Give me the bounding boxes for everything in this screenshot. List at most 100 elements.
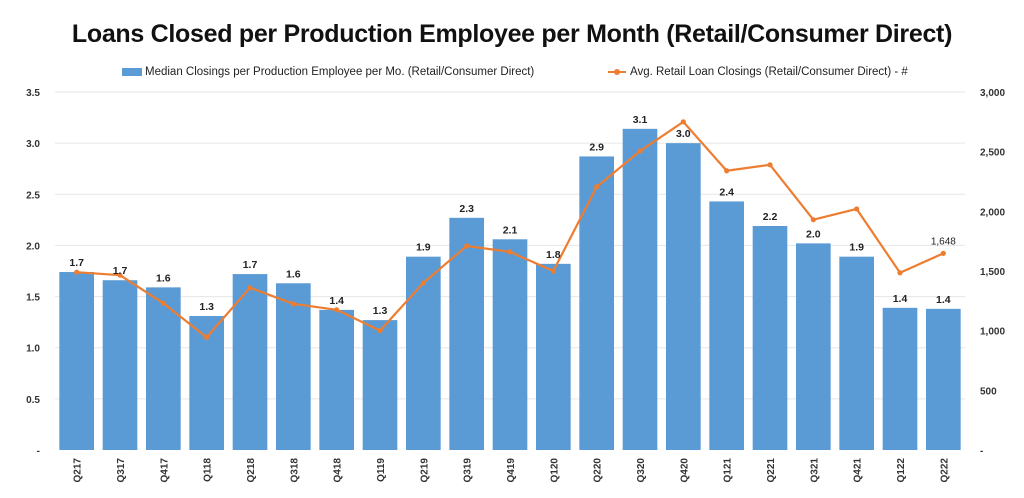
bar <box>882 307 918 450</box>
bar-value-label: 2.0 <box>806 228 821 240</box>
y2-tick-label: 2,500 <box>980 148 1005 159</box>
bar-value-label: 1.7 <box>113 265 128 277</box>
line-last-value-label: 1,648 <box>931 236 956 247</box>
line-point <box>290 301 296 307</box>
y-tick-label: 1.0 <box>26 344 40 355</box>
x-tick-label: Q222 <box>939 458 950 483</box>
y2-tick-label: - <box>980 446 983 457</box>
bar <box>59 272 94 450</box>
bar <box>406 256 441 450</box>
x-tick-label: Q420 <box>679 458 690 483</box>
bar-value-label: 1.3 <box>373 305 388 317</box>
line-point <box>550 268 556 274</box>
x-tick-label: Q318 <box>289 458 300 483</box>
x-tick-label: Q121 <box>723 458 734 483</box>
bar <box>319 309 354 450</box>
bar <box>796 243 831 450</box>
line-point <box>724 168 730 174</box>
line-point <box>117 272 123 278</box>
y-tick-label: 3.0 <box>26 139 40 150</box>
line-point <box>940 250 946 256</box>
bar-value-label: 2.2 <box>763 211 778 223</box>
x-tick-label: Q221 <box>766 458 777 483</box>
bar <box>839 256 874 450</box>
line-point <box>204 334 210 340</box>
x-tick-label: Q118 <box>203 458 214 482</box>
x-tick-label: Q120 <box>549 458 560 483</box>
line-point <box>594 184 600 190</box>
bar <box>622 128 658 450</box>
bar-value-label: 3.0 <box>676 128 691 140</box>
bar-value-label: 1.7 <box>243 259 258 271</box>
line-point <box>464 243 470 249</box>
y-axis-left: - 0.5 1.0 1.5 2.0 2.5 3.0 3.5 <box>26 88 40 457</box>
line-point <box>637 148 643 154</box>
line-point <box>247 285 253 291</box>
line-point <box>767 162 773 168</box>
line-point <box>680 119 686 125</box>
legend-line-swatch <box>608 67 626 77</box>
y2-tick-label: 1,500 <box>980 267 1005 278</box>
y-tick-label: 3.5 <box>26 88 40 99</box>
bars <box>59 128 961 450</box>
x-axis: Q217 Q317 Q417 Q118 Q218 Q318 Q418 Q119 Q219 Q319… <box>73 458 951 483</box>
x-tick-label: Q217 <box>73 458 84 483</box>
x-tick-label: Q320 <box>636 458 647 483</box>
legend-bar-swatch <box>122 68 142 76</box>
bar <box>709 201 744 450</box>
legend-line-label: Avg. Retail Loan Closings (Retail/Consum… <box>630 66 908 78</box>
legend-item-bars: Median Closings per Production Employee … <box>122 66 534 78</box>
bar-value-label: 3.1 <box>633 114 648 126</box>
bar <box>146 287 181 450</box>
line-point <box>810 217 816 223</box>
bar-value-label: 1.7 <box>69 257 84 269</box>
line-point <box>507 249 513 255</box>
line-series <box>74 119 946 340</box>
bar-value-label: 2.3 <box>459 203 474 215</box>
bar-value-label: 1.3 <box>199 301 214 313</box>
legend-bar-label: Median Closings per Production Employee … <box>145 66 535 78</box>
x-tick-label: Q218 <box>246 458 257 483</box>
x-tick-label: Q219 <box>419 458 430 483</box>
chart-title: Loans Closed per Production Employee per… <box>71 20 953 48</box>
bar-value-label: 1.6 <box>156 272 171 284</box>
line-point <box>377 328 383 334</box>
bar <box>579 156 614 450</box>
line-point <box>420 280 426 286</box>
bar-value-label: 1.4 <box>329 295 344 307</box>
bar <box>752 225 788 450</box>
y-tick-label: - <box>37 446 40 457</box>
bar-value-label: 1.9 <box>849 242 864 254</box>
y-tick-label: 2.0 <box>26 241 40 252</box>
bar-value-label: 2.9 <box>589 141 604 153</box>
line-point <box>854 206 860 212</box>
y-axis-right: - 500 1,000 1,500 2,000 2,500 3,000 <box>980 88 1005 457</box>
line-point <box>160 300 166 306</box>
bar <box>449 217 484 450</box>
y-tick-label: 0.5 <box>26 395 40 406</box>
x-tick-label: Q122 <box>896 458 907 483</box>
bar-value-label: 2.1 <box>503 224 518 236</box>
y2-tick-label: 2,000 <box>980 207 1005 218</box>
bar <box>232 274 268 450</box>
x-tick-label: Q119 <box>376 458 387 482</box>
bar <box>276 283 311 450</box>
y-tick-label: 2.5 <box>26 190 40 201</box>
x-tick-label: Q418 <box>333 458 344 483</box>
data-labels: 1.7 1.7 1.6 1.3 1.7 1.6 1.4 1.3 1.9 2.3 2.1 1.8 2.9 3… <box>69 114 956 317</box>
bar-value-label: 1.6 <box>286 268 301 280</box>
x-tick-label: Q321 <box>809 458 820 483</box>
bar <box>666 143 701 450</box>
bar <box>926 308 961 450</box>
x-tick-label: Q417 <box>159 458 170 483</box>
legend-item-line: Avg. Retail Loan Closings (Retail/Consum… <box>608 66 908 78</box>
bar-value-label: 1.9 <box>416 242 431 254</box>
y2-tick-label: 3,000 <box>980 88 1005 99</box>
x-tick-label: Q421 <box>853 458 864 483</box>
bar-value-label: 1.4 <box>936 294 951 306</box>
bar-value-label: 1.4 <box>893 293 908 305</box>
line-point <box>74 269 80 275</box>
x-tick-label: Q317 <box>116 458 127 483</box>
line-point <box>897 270 903 276</box>
